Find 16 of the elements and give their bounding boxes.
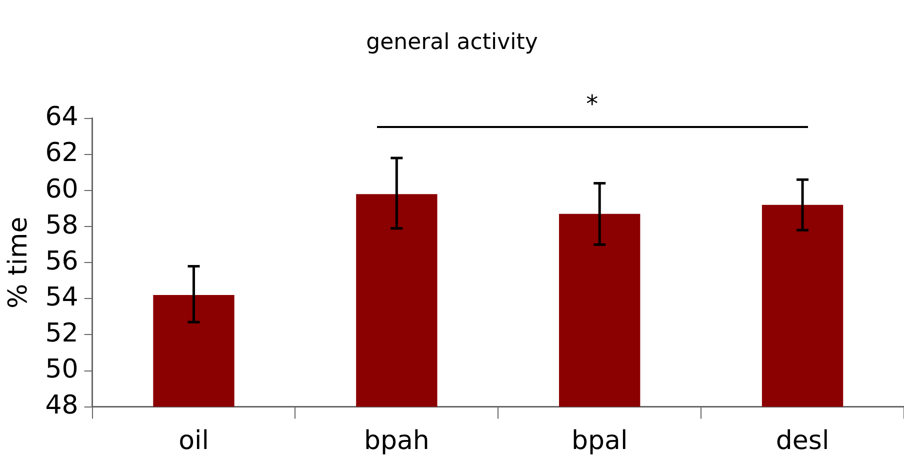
x-tick-label: bpah	[364, 426, 430, 456]
y-tick-label: 64	[45, 102, 78, 132]
y-tick-label: 54	[45, 282, 78, 312]
y-tick-label: 60	[45, 174, 78, 204]
x-tick-label: desl	[776, 426, 830, 456]
text: *	[586, 90, 598, 118]
chart-title: general activity	[366, 30, 538, 55]
y-axis-title: % time	[3, 216, 34, 308]
y-tick-label: 58	[45, 210, 78, 240]
y-tick-label: 48	[45, 390, 78, 421]
y-tick-label: 52	[45, 318, 78, 348]
x-tick-label: oil	[178, 426, 209, 456]
y-tick-label: 62	[45, 138, 78, 168]
x-tick-label: bpal	[572, 426, 628, 456]
y-tick-label: 50	[45, 354, 78, 384]
y-tick-label: 56	[45, 246, 78, 276]
